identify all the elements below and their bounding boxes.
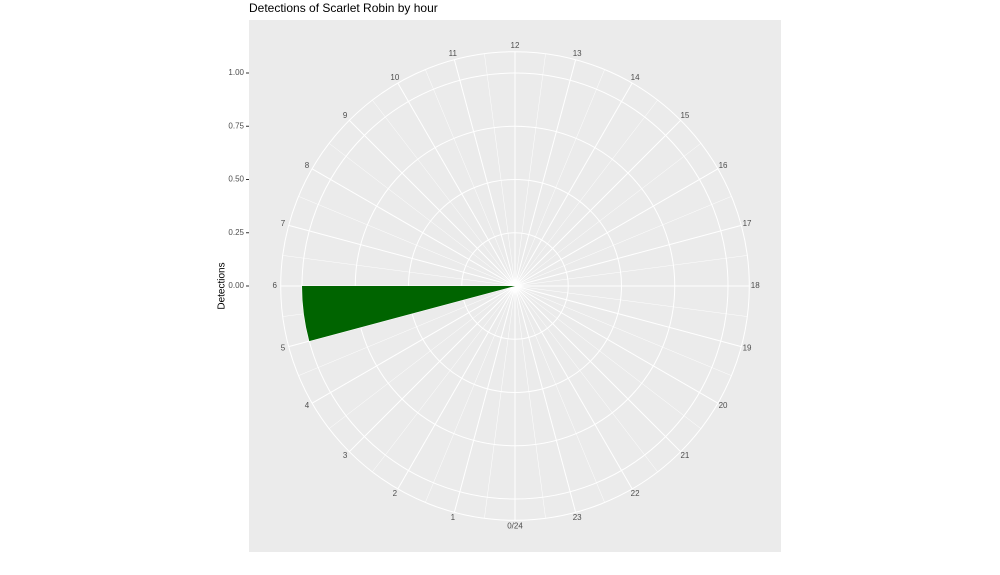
minor-spoke — [298, 196, 516, 287]
minor-spoke — [514, 285, 546, 519]
x-tick-label: 15 — [680, 111, 689, 120]
minor-spoke — [514, 53, 546, 287]
x-tick-label: 8 — [305, 161, 310, 170]
grid-spoke — [348, 285, 516, 453]
bar — [302, 286, 515, 342]
grid-spoke — [397, 82, 516, 287]
grid-spoke — [348, 119, 516, 287]
x-tick-label: 19 — [743, 343, 752, 352]
x-tick-label: 12 — [511, 41, 520, 50]
minor-spoke — [484, 285, 516, 519]
grid: 0/24123456789101112131415161718192021222… — [228, 41, 760, 531]
minor-spoke — [514, 285, 702, 429]
x-tick-label: 2 — [393, 489, 398, 498]
minor-spoke — [514, 69, 605, 287]
x-tick-label: 16 — [719, 161, 728, 170]
minor-spoke — [514, 255, 748, 287]
grid-spoke — [514, 59, 577, 287]
grid-spoke — [514, 119, 682, 287]
marks — [302, 286, 515, 342]
grid-spoke — [514, 82, 633, 287]
x-tick-label: 9 — [343, 111, 348, 120]
minor-spoke — [514, 285, 605, 503]
minor-spoke — [328, 285, 516, 429]
y-tick-label: 0.50 — [228, 175, 244, 184]
x-tick-label: 11 — [449, 49, 458, 58]
x-tick-label: 20 — [719, 401, 728, 410]
x-tick-label: 7 — [281, 219, 286, 228]
x-tick-label: 4 — [305, 401, 310, 410]
grid-spoke — [397, 285, 516, 490]
x-tick-label: 22 — [631, 489, 640, 498]
chart-title: Detections of Scarlet Robin by hour — [249, 1, 438, 15]
x-tick-label: 14 — [631, 73, 640, 82]
grid-spoke — [453, 285, 516, 513]
grid-spoke — [514, 285, 633, 490]
minor-spoke — [514, 285, 748, 317]
grid-spoke — [514, 285, 577, 513]
minor-spoke — [514, 143, 702, 287]
minor-spoke — [425, 69, 516, 287]
y-tick-label: 0.75 — [228, 121, 244, 130]
y-tick-label: 0.25 — [228, 228, 244, 237]
minor-spoke — [514, 285, 732, 376]
grid-spoke — [514, 224, 742, 287]
y-axis-title: Detections — [217, 262, 228, 309]
minor-spoke — [425, 285, 516, 503]
grid-spoke — [311, 285, 516, 404]
x-tick-label: 23 — [573, 513, 582, 522]
grid-spoke — [311, 168, 516, 287]
minor-spoke — [282, 255, 516, 287]
y-tick-label: 1.00 — [228, 68, 244, 77]
minor-spoke — [328, 143, 516, 287]
minor-spoke — [372, 99, 516, 287]
grid-spoke — [288, 224, 516, 287]
x-tick-label: 0/24 — [507, 521, 523, 530]
grid-spoke — [514, 285, 742, 348]
minor-spoke — [514, 196, 732, 287]
x-tick-label: 5 — [281, 343, 286, 352]
x-tick-label: 3 — [343, 451, 348, 460]
x-tick-label: 21 — [680, 451, 689, 460]
grid-spoke — [514, 285, 719, 404]
x-tick-label: 6 — [273, 281, 278, 290]
x-tick-label: 13 — [573, 49, 582, 58]
grid-spoke — [514, 285, 682, 453]
grid-spoke — [514, 168, 719, 287]
grid-spoke — [453, 59, 516, 287]
x-tick-label: 10 — [390, 73, 399, 82]
minor-spoke — [514, 99, 658, 287]
x-tick-label: 18 — [751, 281, 760, 290]
minor-spoke — [484, 53, 516, 287]
x-tick-label: 1 — [451, 513, 456, 522]
y-tick-label: 0.00 — [228, 281, 244, 290]
minor-spoke — [514, 285, 658, 473]
x-tick-label: 17 — [743, 219, 752, 228]
minor-spoke — [298, 285, 516, 376]
minor-spoke — [372, 285, 516, 473]
